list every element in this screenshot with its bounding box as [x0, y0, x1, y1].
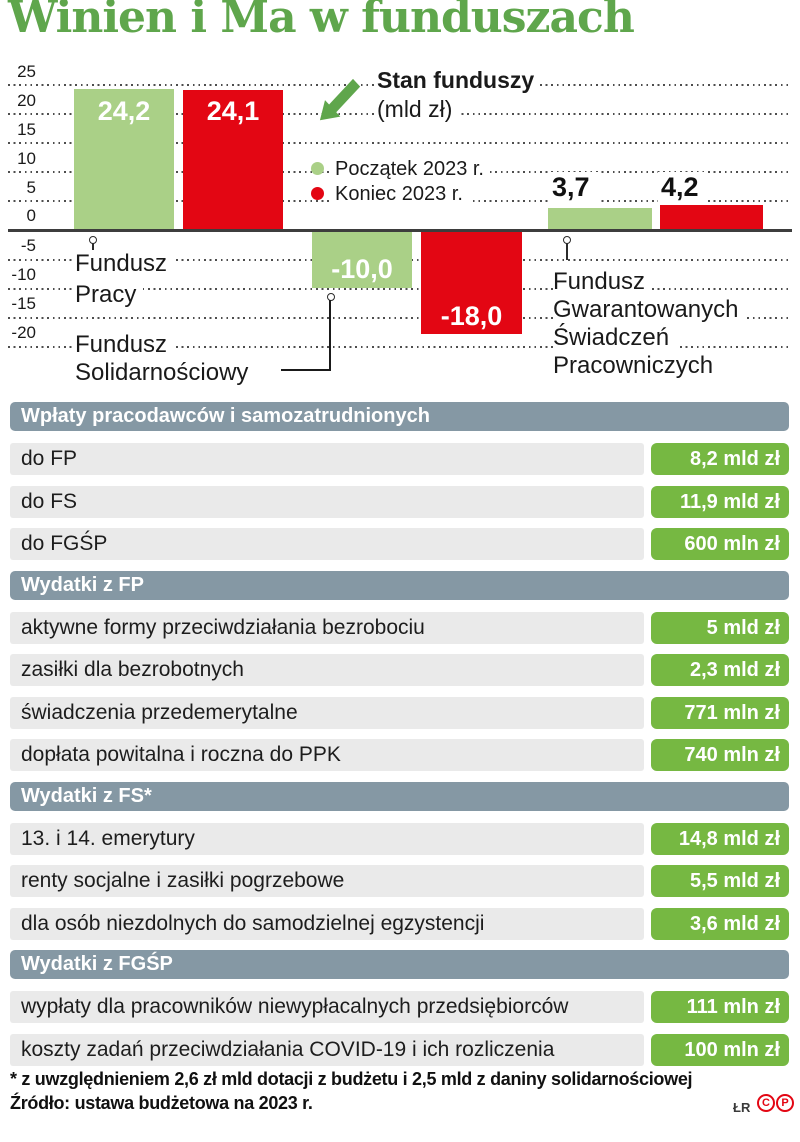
- y-tick-label: 25: [15, 62, 38, 81]
- row-value-badge: 14,8 mld zł: [651, 822, 789, 855]
- table-row: koszty zadań przeciwdziałania COVID-19 i…: [10, 1033, 789, 1066]
- table-row: dla osób niezdolnych do samodzielnej egz…: [10, 907, 789, 940]
- y-tick-label: -15: [9, 294, 38, 313]
- bar-fs-end: [421, 231, 522, 334]
- row-value-badge: 2,3 mld zł: [651, 654, 789, 686]
- category-label-line: Świadczeń: [553, 324, 677, 352]
- legend-dot-end-icon: [311, 187, 324, 200]
- bar-fgsp-start: [548, 208, 652, 230]
- chart-unit-label: (mld zł): [377, 96, 459, 125]
- table-row: renty socjalne i zasiłki pogrzebowe 5,5 …: [10, 865, 789, 897]
- callout-line: [329, 300, 331, 371]
- y-tick-label: -5: [18, 236, 38, 255]
- y-tick-label: -10: [9, 265, 38, 284]
- category-label-line: Fundusz: [75, 331, 175, 359]
- x-axis-zero-line: [8, 229, 792, 232]
- down-left-arrow-icon: [319, 78, 361, 121]
- table-row: 13. i 14. emerytury 14,8 mld zł: [10, 822, 789, 855]
- row-label: renty socjalne i zasiłki pogrzebowe: [10, 865, 644, 897]
- chart-title: Stan funduszy: [377, 67, 541, 96]
- row-value-badge: 5 mld zł: [651, 611, 789, 644]
- category-label-line: Fundusz: [553, 268, 653, 296]
- row-value-badge: 8,2 mld zł: [651, 443, 789, 475]
- row-value-badge: 600 mln zł: [651, 528, 789, 560]
- row-value-badge: 5,5 mld zł: [651, 865, 789, 897]
- gridline-m20: [8, 346, 792, 348]
- y-tick-label: 0: [24, 206, 38, 225]
- bar-fp-start: [74, 89, 174, 230]
- bar-fs-start: [312, 231, 412, 288]
- row-label: do FP: [10, 443, 644, 475]
- bar-fp-end: [183, 90, 283, 230]
- bar-fgsp-end: [660, 205, 763, 230]
- page-title: Winien i Ma w funduszach: [8, 0, 635, 43]
- pin-icon: [566, 243, 568, 260]
- row-label: 13. i 14. emerytury: [10, 822, 644, 855]
- category-label-line: Gwarantowanych: [553, 296, 746, 324]
- copyright-icon: C: [757, 1094, 775, 1112]
- row-label: koszty zadań przeciwdziałania COVID-19 i…: [10, 1033, 644, 1066]
- bar-value-label: 24,1: [206, 96, 260, 126]
- author-credit: ŁR: [733, 1100, 751, 1115]
- section-header: Wpłaty pracodawców i samozatrudnionych: [10, 402, 789, 431]
- funds-table: Wpłaty pracodawców i samozatrudnionych d…: [10, 402, 789, 1076]
- gridline-m15: [8, 317, 792, 319]
- row-label: dla osób niezdolnych do samodzielnej egz…: [10, 907, 644, 940]
- row-value-badge: 111 mln zł: [651, 991, 789, 1023]
- row-label: aktywne formy przeciwdziałania bezroboci…: [10, 611, 644, 644]
- row-label: wypłaty dla pracowników niewypłacalnych …: [10, 991, 644, 1023]
- row-label: świadczenia przedemerytalne: [10, 696, 644, 729]
- category-label-line: Pracowniczych: [553, 352, 721, 380]
- row-label: dopłata powitalna i roczna do PPK: [10, 739, 644, 771]
- row-value-badge: 740 mln zł: [651, 739, 789, 771]
- table-row: wypłaty dla pracowników niewypłacalnych …: [10, 991, 789, 1023]
- legend-dot-start-icon: [311, 162, 324, 175]
- source-line: Źródło: ustawa budżetowa na 2023 r.: [10, 1093, 313, 1113]
- legend-label-start: Początek 2023 r.: [333, 158, 490, 182]
- legend-label-end: Koniec 2023 r.: [333, 183, 469, 207]
- y-tick-label: 20: [15, 91, 38, 110]
- section-header: Wydatki z FS*: [10, 781, 789, 811]
- bar-value-label: 3,7: [549, 172, 598, 203]
- table-row: aktywne formy przeciwdziałania bezroboci…: [10, 611, 789, 644]
- row-label: do FGŚP: [10, 528, 644, 560]
- table-row: dopłata powitalna i roczna do PPK 740 ml…: [10, 739, 789, 771]
- row-value-badge: 3,6 mld zł: [651, 907, 789, 940]
- bar-value-label: 4,2: [658, 172, 707, 203]
- phonogram-icon: P: [776, 1094, 794, 1112]
- gridline-m10: [8, 288, 792, 290]
- gridline-15: [8, 142, 792, 144]
- table-row: świadczenia przedemerytalne 771 mln zł: [10, 696, 789, 729]
- y-tick-label: 10: [15, 149, 38, 168]
- row-value-badge: 100 mln zł: [651, 1033, 789, 1066]
- table-row: zasiłki dla bezrobotnych 2,3 mld zł: [10, 654, 789, 686]
- bar-value-label: -10,0: [331, 254, 393, 284]
- callout-dot-icon: [327, 293, 335, 301]
- table-row: do FS 11,9 mld zł: [10, 485, 789, 518]
- table-row: do FGŚP 600 mln zł: [10, 528, 789, 560]
- row-label: zasiłki dla bezrobotnych: [10, 654, 644, 686]
- footnote: * z uwzględnieniem 2,6 zł mld dotacji z …: [10, 1069, 693, 1089]
- table-row: do FP 8,2 mld zł: [10, 443, 789, 475]
- category-label-line: Fundusz: [75, 250, 175, 278]
- y-tick-label: 5: [24, 178, 38, 197]
- section-header: Wydatki z FP: [10, 570, 789, 600]
- row-label: do FS: [10, 485, 644, 518]
- bar-value-label: -18,0: [440, 301, 503, 331]
- category-label-line: Pracy: [75, 281, 144, 309]
- y-tick-label: -20: [9, 323, 38, 342]
- bar-value-label: 24,2: [97, 96, 151, 126]
- row-value-badge: 771 mln zł: [651, 696, 789, 729]
- category-label-line: Solidarnościowy: [75, 359, 256, 387]
- row-value-badge: 11,9 mld zł: [651, 485, 789, 518]
- pin-icon: [92, 243, 94, 254]
- y-tick-label: 15: [15, 120, 38, 139]
- section-header: Wydatki z FGŚP: [10, 950, 789, 979]
- callout-line: [281, 369, 331, 371]
